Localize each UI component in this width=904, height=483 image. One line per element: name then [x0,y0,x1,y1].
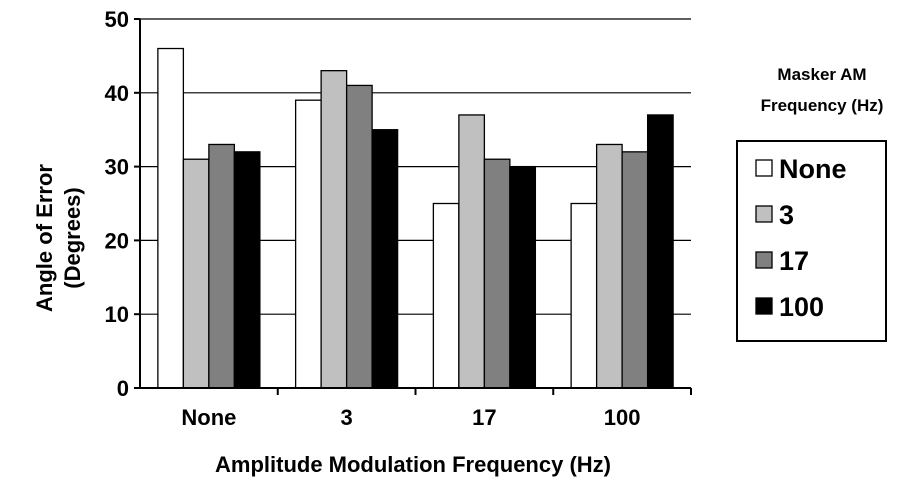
x-axis-title: Amplitude Modulation Frequency (Hz) [215,452,611,477]
legend: Masker AM Frequency (Hz) None 3 17 100 [736,65,887,342]
y-axis-title: Angle of Error (Degrees) [32,164,85,312]
y-tick-label: 40 [105,81,129,106]
x-tick-label: 100 [604,405,641,430]
bar-3-series-3 [320,70,348,389]
bar-none-series-none [157,47,185,389]
legend-title-line-2: Frequency (Hz) [761,96,884,115]
x-tick-label: 17 [472,405,496,430]
y-tick-label: 0 [117,376,129,401]
legend-swatch-100 [755,297,773,315]
bar-100-series-3 [595,143,623,389]
y-tick-label: 10 [105,302,129,327]
bar-3-series-none [294,99,322,389]
legend-swatch-17 [755,251,773,269]
legend-label-none: None [779,154,847,184]
y-tick-label: 20 [105,228,129,253]
bar-100-series-none [570,202,598,389]
legend-label-3: 3 [779,200,794,230]
y-ticks: 0 10 20 30 40 50 [105,7,140,401]
bar-none-series-17 [208,143,236,389]
bar-17-series-none [432,202,460,389]
bar-100-series-100 [646,114,674,389]
x-tick-label: None [181,405,236,430]
bar-none-series-100 [233,151,261,389]
y-tick-label: 30 [105,155,129,180]
bars [157,47,674,389]
bar-100-series-17 [621,151,649,389]
bar-17-series-100 [509,165,537,389]
x-ticks: None 3 17 100 [181,388,692,430]
legend-title-line-1: Masker AM [777,65,866,84]
legend-swatch-none [755,159,773,177]
x-tick-label: 3 [341,405,353,430]
legend-label-100: 100 [779,292,824,322]
legend-swatch-3 [755,205,773,223]
bar-17-series-3 [458,114,486,389]
y-axis-title-line-1: Angle of Error [32,164,57,312]
bar-3-series-100 [371,129,399,389]
bar-17-series-17 [483,158,511,389]
bar-3-series-17 [345,84,373,389]
legend-items: None 3 17 100 [755,154,847,322]
y-tick-label: 50 [105,7,129,32]
y-axis-title-line-2: (Degrees) [60,187,85,288]
legend-label-17: 17 [779,246,809,276]
bar-none-series-3 [182,158,210,389]
